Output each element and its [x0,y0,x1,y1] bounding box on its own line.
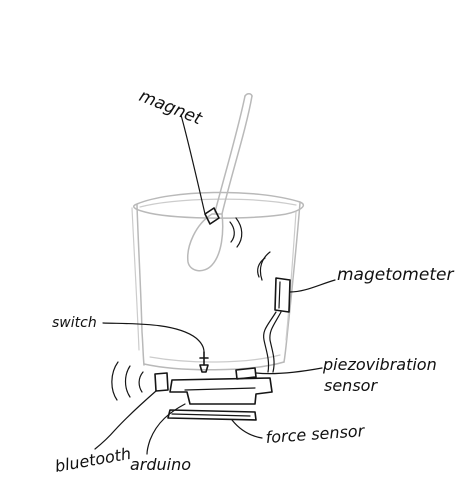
switch-label: switch [52,315,97,331]
piezo-component [235,367,257,380]
piezo-leader [255,367,323,375]
force-sensor-label: force sensor [265,421,366,447]
magnetometer-component [257,251,291,373]
switch-leader [102,322,205,353]
piezo-label-line2: sensor [324,376,378,395]
magnetometer-label: magetometer [337,265,454,285]
switch-component [199,351,209,373]
magnet-label: magnet [136,86,206,130]
glass [131,191,305,371]
arduino-label: arduino [130,455,191,474]
bluetooth-leader [94,390,157,450]
magnet-leader [180,114,206,215]
magnet-component [204,207,243,248]
bluetooth-label: bluetooth [53,444,132,476]
piezo-label-line1: piezovibration [322,355,437,374]
force-sensor-leader [231,419,263,439]
magnetometer-leader [289,279,336,293]
spoon [187,93,253,272]
arduino-board [169,377,273,405]
force-sensor-component [167,409,257,421]
arduino-leader [146,403,186,455]
bluetooth-component [111,361,169,401]
